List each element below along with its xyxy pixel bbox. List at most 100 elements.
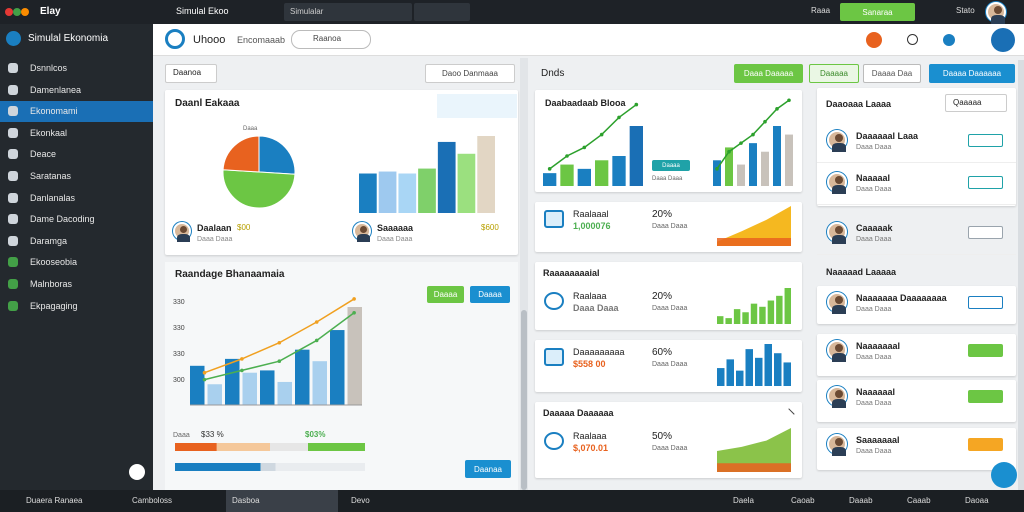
search-box[interactable] (284, 3, 412, 21)
bottom-link: Caoab (791, 496, 815, 505)
menu-item[interactable]: Damenlanea (0, 80, 153, 101)
avatar-head (993, 6, 1002, 14)
stat-icon (544, 348, 564, 366)
contact-button[interactable] (968, 438, 1003, 451)
select-box[interactable] (165, 64, 217, 83)
bar (577, 168, 591, 186)
contact-sub: Daaa Daaa (856, 448, 892, 455)
contact-name: Naaaaal (856, 173, 891, 183)
stat-icon (544, 432, 564, 450)
avatar (827, 292, 847, 314)
stat-header: Daaaaa Daaaaaa (543, 408, 614, 418)
pie-slice (258, 135, 296, 175)
logo-dot (21, 8, 29, 16)
bar (543, 173, 557, 186)
bar (207, 384, 222, 405)
line-dot (599, 132, 604, 137)
avatar-body (831, 447, 846, 456)
row-divider (817, 254, 1016, 255)
green-button[interactable]: Daaaa (427, 286, 464, 303)
bar (745, 349, 753, 386)
divider-thumb (521, 310, 527, 490)
help-button[interactable] (129, 464, 145, 480)
green-button[interactable]: Sanaraa (840, 3, 915, 21)
progress-value: $33 % (201, 430, 224, 439)
contact-name: Naaaaaaal (856, 341, 901, 351)
card-title: Daanl Eakaaa (175, 98, 240, 109)
header-title: Uhooo (193, 34, 226, 46)
menu-item[interactable]: Daramga (0, 231, 153, 252)
menu-item[interactable]: Malnboras (0, 274, 153, 295)
menu-item[interactable]: Danlanalas (0, 188, 153, 209)
person-sub: Daaa Daaa (197, 236, 233, 243)
bar (736, 370, 744, 386)
contact-name: Naaaaaaa Daaaaaaaa (856, 293, 947, 303)
line-dot (565, 154, 569, 158)
menu-label: Ekonomami (30, 106, 78, 117)
bar (713, 160, 721, 186)
bar (767, 300, 775, 324)
menu-item[interactable]: Ekpagaging (0, 296, 153, 317)
line-dot (547, 167, 552, 171)
stat-pct: 50% (652, 431, 673, 442)
menu-item[interactable]: Ekonomami (0, 101, 153, 123)
bottom-link: Daela (733, 496, 754, 505)
contact-button[interactable] (968, 226, 1003, 239)
menu-item[interactable]: Ekooseobia (0, 252, 153, 273)
bottom-bar: Duaera Ranaea Camboloss Dasboa Devo Daela Cao… (0, 490, 1024, 512)
area-base (717, 463, 791, 472)
chat-button[interactable] (991, 462, 1017, 488)
bar (725, 147, 733, 186)
avatar-body (177, 233, 190, 242)
stat-sub: Daaa Daaa (652, 223, 688, 230)
brand: Elay (40, 6, 61, 17)
stat-title: Raalaaal (573, 209, 609, 219)
contact-button[interactable] (968, 296, 1003, 309)
line-dot (352, 310, 356, 315)
blue-button[interactable]: Daanaa (465, 460, 511, 478)
dashboard-button[interactable]: Daaaaa (809, 64, 859, 83)
menu-item[interactable]: Dame Dacoding (0, 209, 153, 230)
trend-card: Raandage Bhanaamaia 330 330 330 300 Daaaa Daaa… (165, 262, 518, 490)
select-box[interactable] (291, 30, 371, 49)
menu-item[interactable]: Dsnnlcos (0, 58, 153, 79)
stat-sub: Daaa Daaa (652, 445, 688, 452)
icon-box[interactable] (414, 3, 470, 21)
active-tab (226, 490, 338, 512)
bar (749, 143, 757, 186)
menu-icon (8, 84, 18, 95)
blue-button[interactable]: Daaaa (470, 286, 510, 303)
bar (726, 359, 734, 386)
top-bar: Elay Simulal Ekoo Simulalar Raaa Sanaraa Stat… (0, 0, 1024, 24)
select-box[interactable] (945, 94, 1007, 112)
dashboard-button[interactable]: Daaaa Daaaaaa (929, 64, 1015, 83)
summary-card: Daanl Eakaaa Daaa Daalaan Daaa Daaa $00 Saaaa… (165, 90, 518, 255)
menu-item[interactable]: Saratanas (0, 166, 153, 187)
outline-button[interactable]: Daoo Danmaaa (425, 64, 515, 83)
stat-card: Daaaaa Daaaaaa Raalaaa $,070.01 50% Daaa Daa… (535, 402, 802, 478)
stat-card: Daaaaaaaaa $558 00 60% Daaa Daaa (535, 340, 802, 392)
person-value: $600 (481, 223, 499, 232)
row-divider (817, 162, 1016, 163)
contact-button[interactable] (968, 390, 1003, 403)
line-dot (582, 145, 587, 150)
chart (222, 135, 296, 209)
bar (764, 344, 772, 386)
menu-icon (8, 63, 18, 73)
dashboard-button[interactable]: Daaaa Daa (863, 64, 921, 83)
avatar-head (359, 225, 368, 233)
header-subtitle: Encomaaab (237, 35, 286, 45)
chip[interactable]: Daaaa (652, 160, 690, 171)
bottom-link: Caaab (907, 496, 931, 505)
menu-item[interactable]: Deace (0, 144, 153, 165)
dashboard-button[interactable]: Daaa Daaaaa (734, 64, 803, 83)
contact-button[interactable] (968, 344, 1003, 357)
stat-amount: 1,000076 (573, 221, 611, 231)
contact-button[interactable] (968, 176, 1003, 189)
user-button[interactable] (991, 28, 1015, 52)
close-icon (783, 408, 795, 420)
menu-item[interactable]: Ekonkaal (0, 123, 153, 144)
contact-button[interactable] (968, 134, 1003, 147)
bar (595, 160, 609, 186)
avatar (986, 2, 1006, 24)
